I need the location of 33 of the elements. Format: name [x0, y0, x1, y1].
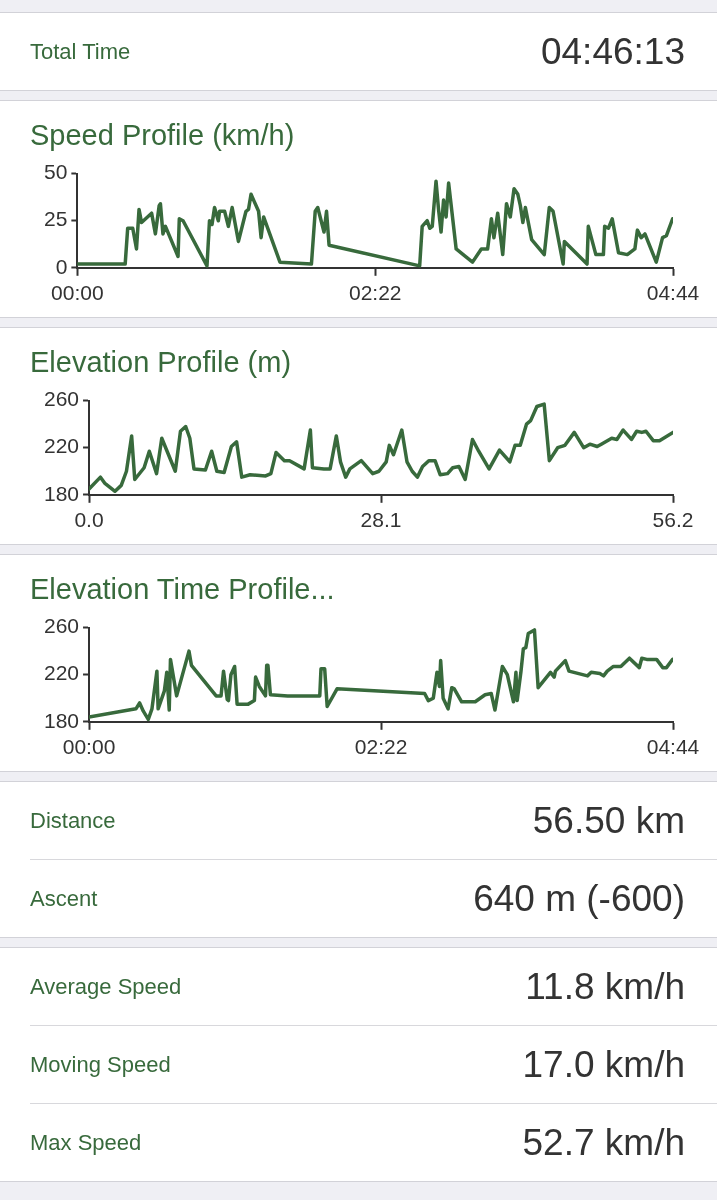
text: 17.0 km/h [522, 1043, 685, 1086]
x-tick-label: 02:22 [348, 281, 402, 305]
y-tick-label: 50 [44, 160, 68, 184]
text: Distance [30, 807, 116, 834]
chart-title: Elevation Profile (m) [29, 345, 293, 380]
text: Ascent [30, 885, 98, 912]
y-tick-label: 180 [43, 481, 80, 505]
text: 52.7 km/h [522, 1121, 685, 1164]
x-tick-label: 04:44 [646, 281, 700, 305]
text: Max Speed [30, 1129, 142, 1156]
text: 56.50 km [532, 799, 685, 842]
chart-title: Speed Profile (km/h) [29, 118, 296, 153]
text: Total Time [30, 38, 131, 65]
y-tick-label: 0 [55, 254, 68, 278]
x-tick-label: 04:44 [646, 735, 700, 759]
y-tick-label: 220 [43, 661, 80, 685]
x-tick-label: 56.2 [652, 508, 694, 532]
x-tick-label: 00:00 [51, 281, 104, 305]
y-tick-label: 180 [43, 708, 80, 732]
chart-title: Elevation Time Profile... [29, 572, 336, 607]
y-tick-label: 260 [43, 614, 80, 638]
text: 11.8 km/h [525, 965, 685, 1008]
text: Moving Speed [30, 1051, 171, 1078]
text: 640 m (-600) [473, 877, 685, 920]
y-tick-label: 25 [44, 207, 68, 231]
x-tick-label: 02:22 [354, 735, 408, 759]
text: Average Speed [30, 973, 182, 1000]
x-tick-label: 0.0 [74, 508, 104, 532]
text: 04:46:13 [540, 30, 685, 73]
y-tick-label: 220 [43, 434, 80, 458]
x-tick-label: 00:00 [62, 735, 116, 759]
y-tick-label: 260 [43, 387, 80, 411]
x-tick-label: 28.1 [360, 508, 402, 532]
